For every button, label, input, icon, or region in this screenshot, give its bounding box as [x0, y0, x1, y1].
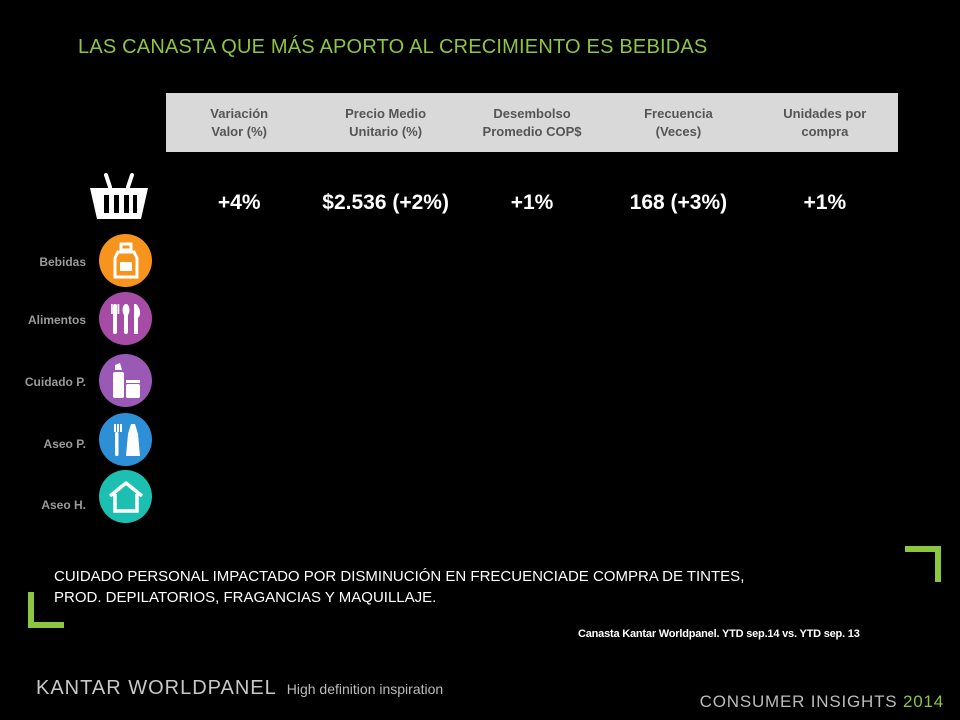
total-frecuencia: 168 (+3%) — [629, 191, 728, 214]
cutlery-icon — [110, 303, 140, 334]
total-unidades: +1% — [803, 191, 847, 214]
corner-bracket-bottom-left — [28, 592, 64, 628]
category-label-aseo-p: Aseo P. — [43, 437, 86, 451]
category-circle-alimentos — [99, 292, 152, 345]
house-icon — [108, 480, 143, 513]
total-basket-row: +4% $2.536 (+2%) +1% 168 (+3%) +1% — [166, 186, 898, 220]
total-variacion-valor: +4% — [217, 191, 261, 214]
category-circle-aseo-h — [99, 470, 152, 523]
table-header: Variación Valor (%) Precio Medio Unitari… — [166, 93, 898, 152]
personal-care-icon — [112, 362, 140, 398]
footer-right-text: CONSUMER INSIGHTS — [699, 692, 898, 711]
category-label-aseo-h: Aseo H. — [41, 498, 86, 512]
category-label-cuidado: Cuidado P. — [24, 375, 86, 389]
insight-note: CUIDADO PERSONAL IMPACTADO POR DISMINUCI… — [54, 568, 745, 606]
footer-consumer-insights: CONSUMER INSIGHTS 2014 — [700, 692, 944, 712]
category-label-bebidas: Bebidas — [39, 255, 86, 269]
header-unidades: Unidades por compra — [783, 105, 867, 139]
header-frecuencia: Frecuencia (Veces) — [644, 105, 713, 139]
brand-logo: KANTAR WORLDPANEL — [36, 677, 277, 699]
footer-brand: KANTAR WORLDPANEL High definition inspir… — [36, 677, 443, 700]
header-desembolso: Desembolso Promedio COP$ — [482, 105, 582, 139]
header-variacion-valor: Variación Valor (%) — [210, 105, 269, 139]
total-precio-medio: $2.536 (+2%) — [322, 191, 449, 214]
bottle-icon — [113, 242, 138, 278]
total-desembolso: +1% — [510, 191, 554, 214]
category-circle-bebidas — [99, 234, 152, 287]
category-circle-aseo-p — [99, 413, 152, 466]
header-precio-medio: Precio Medio Unitario (%) — [345, 105, 427, 139]
toothbrush-icon — [113, 423, 140, 456]
page-title: LAS CANASTA QUE MÁS APORTO AL CRECIMIENT… — [78, 36, 708, 58]
brand-tagline: High definition inspiration — [286, 681, 444, 697]
corner-bracket-top-right — [905, 546, 941, 582]
category-label-alimentos: Alimentos — [27, 313, 86, 327]
source-note: Canasta Kantar Worldpanel. YTD sep.14 vs… — [578, 628, 860, 640]
category-circle-cuidado — [99, 354, 152, 407]
basket-icon — [90, 173, 148, 219]
footer-year: 2014 — [902, 692, 944, 711]
